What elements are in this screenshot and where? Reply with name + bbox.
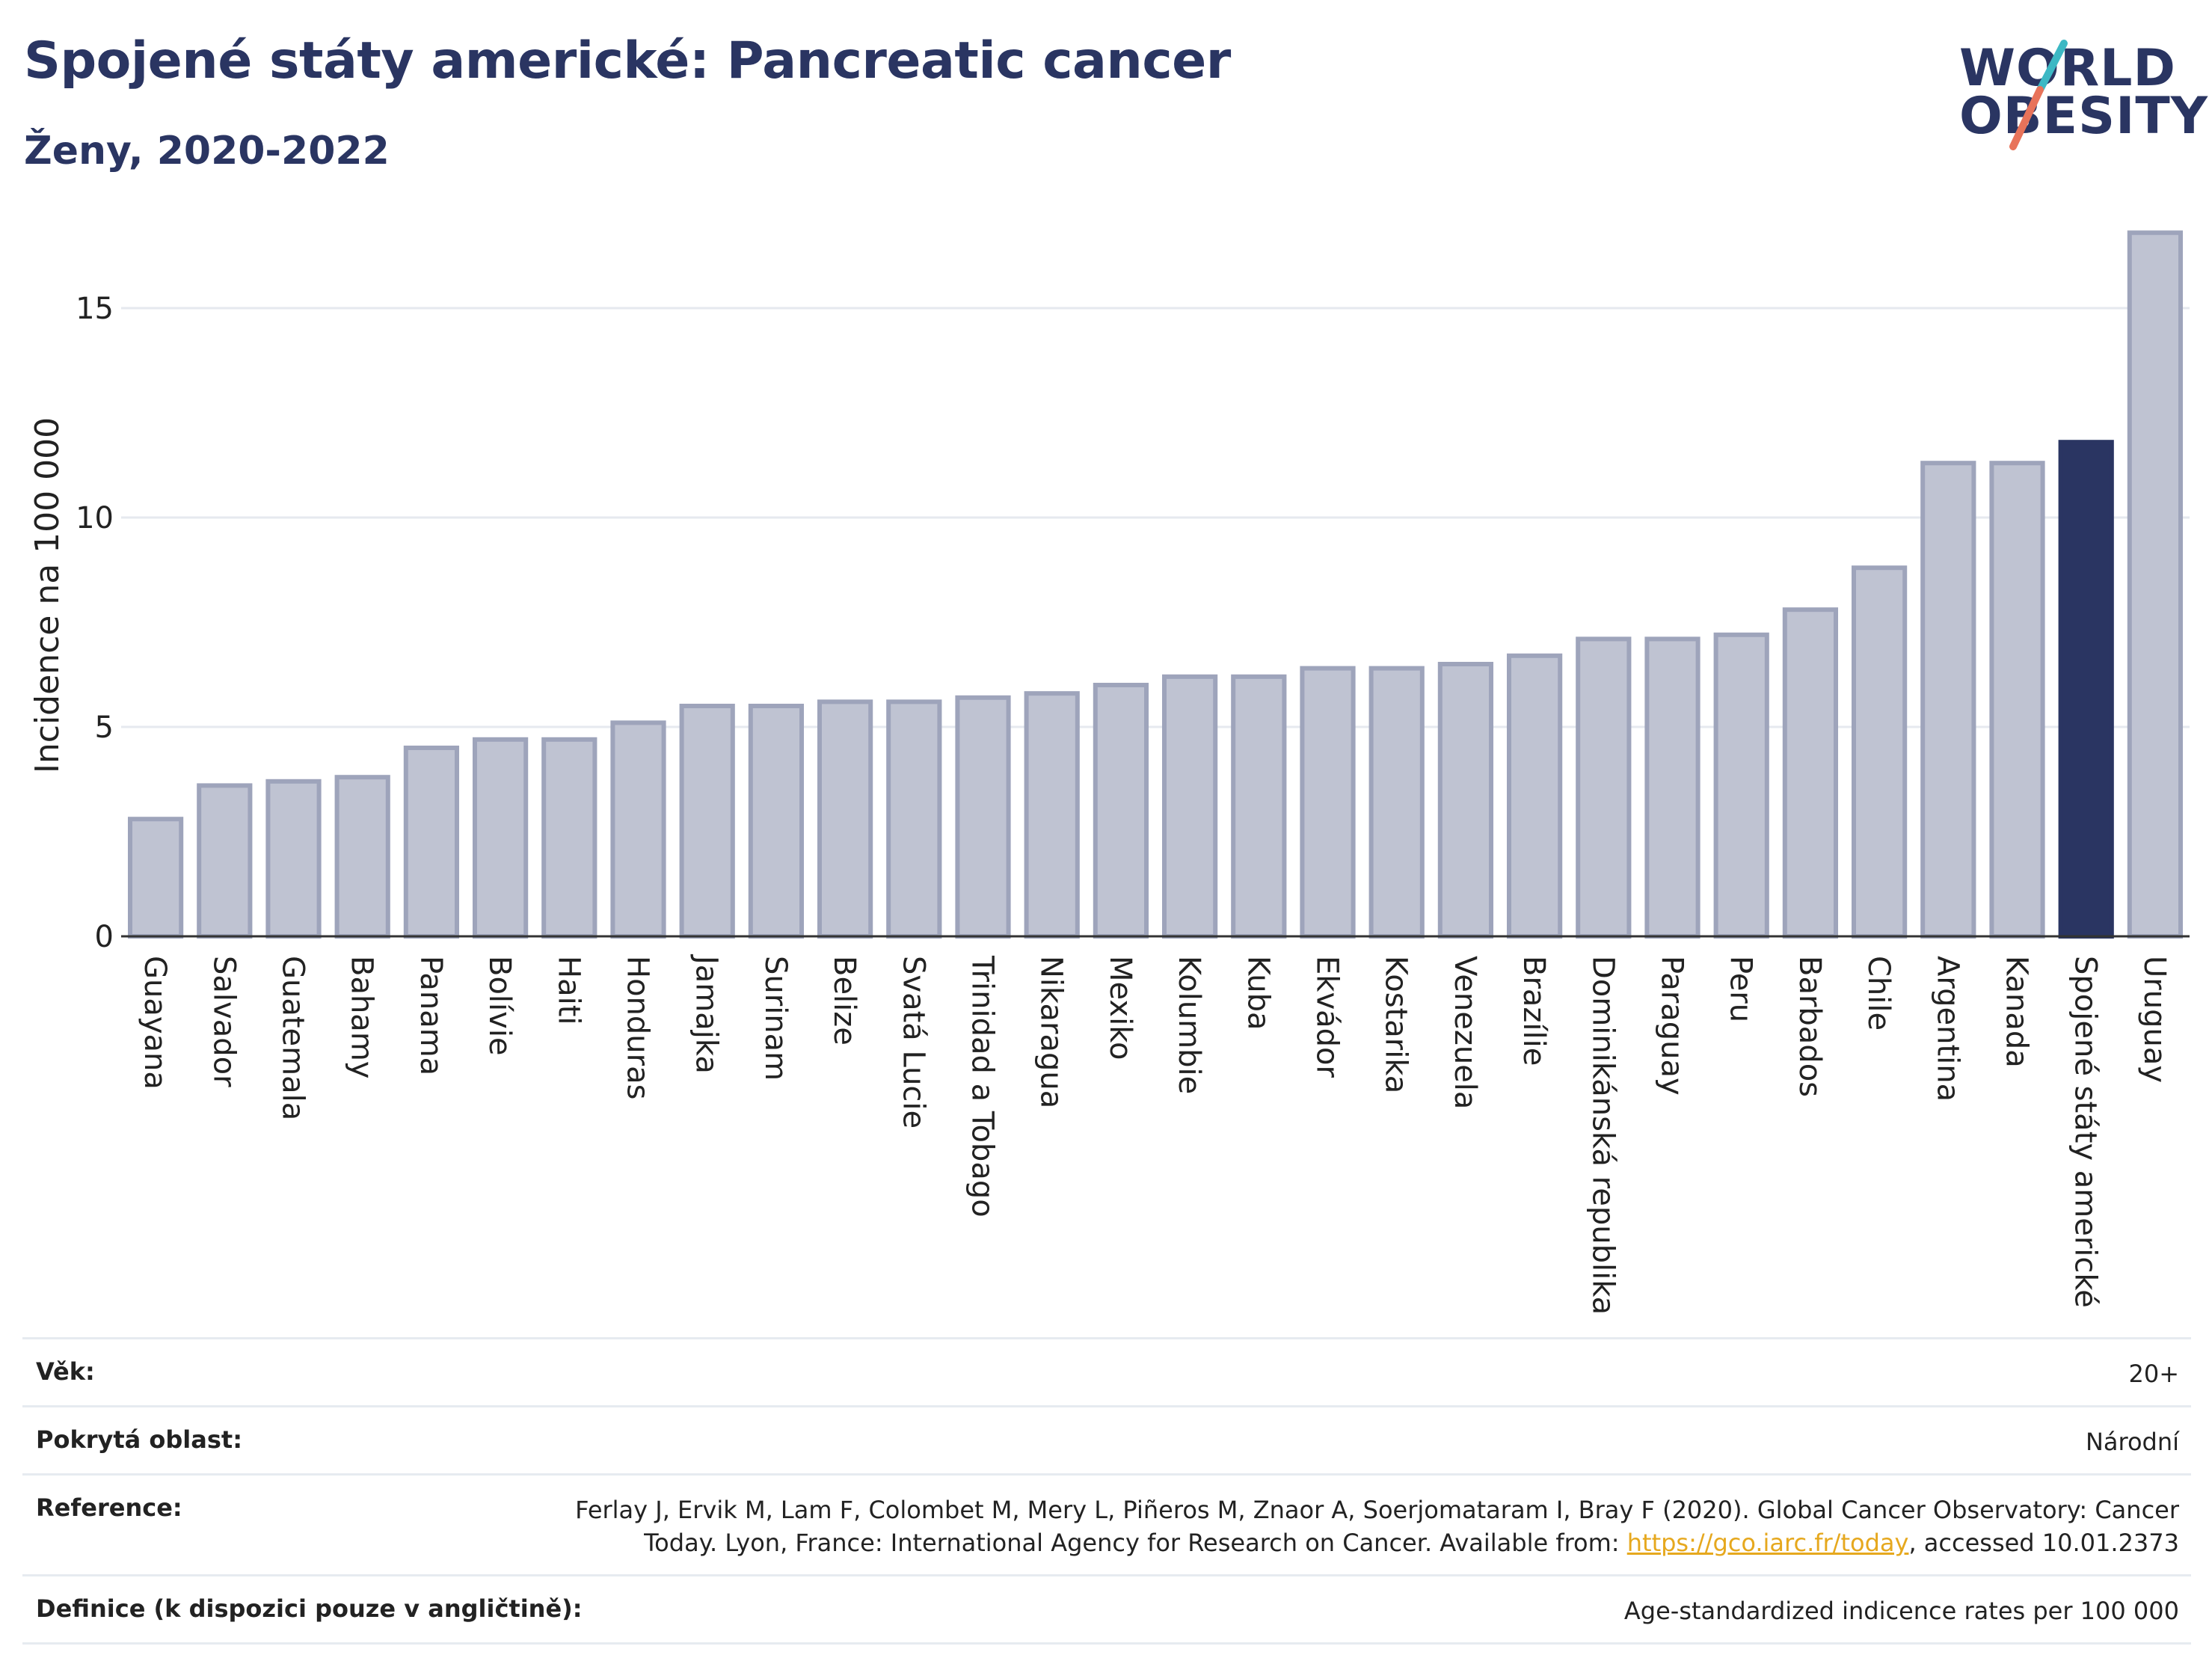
x-tick-label: Trinidad a Tobago	[965, 955, 1000, 1218]
logo-line2: OBESITY	[1959, 87, 2208, 146]
x-tick-label: Nikaragua	[1034, 956, 1069, 1108]
bar-chart: 0 5 10 15 Guayana Salvador Guatemala Bahamy Pan…	[28, 230, 2190, 1315]
bar[interactable]	[265, 779, 322, 939]
bar[interactable]	[472, 737, 529, 939]
bar[interactable]	[1024, 691, 1080, 939]
bars	[127, 230, 2184, 939]
bar[interactable]	[1989, 461, 2045, 939]
bar[interactable]	[1644, 636, 1701, 939]
bar[interactable]	[1231, 674, 1287, 939]
reference-text: Ferlay J, Ervik M, Lam F, Colombet M, Me…	[575, 1496, 2179, 1557]
x-tick-label: Kanada	[2000, 956, 2034, 1068]
x-tick-label: Jamajka	[689, 954, 724, 1074]
logo-line1: WORLD	[1959, 39, 2176, 98]
bar[interactable]	[1161, 674, 1218, 939]
y-axis-ticks: 0 5 10 15	[76, 292, 114, 954]
x-tick-label: Svatá Lucie	[896, 956, 930, 1129]
meta-label: Pokrytá oblast:	[36, 1425, 242, 1454]
meta-row-reference: Reference: Ferlay J, Ervik M, Lam F, Col…	[22, 1473, 2191, 1574]
x-tick-label: Argentina	[1930, 956, 1964, 1102]
bar[interactable]	[1300, 666, 1356, 939]
y-tick-label: 5	[95, 710, 114, 745]
x-tick-label: Paraguay	[1655, 956, 1689, 1096]
bar[interactable]	[1506, 653, 1563, 939]
bar[interactable]	[1093, 683, 1149, 939]
x-tick-label: Barbados	[1792, 956, 1827, 1097]
bar[interactable]	[886, 699, 942, 939]
world-obesity-logo[interactable]: WORLD OBESITY	[1952, 21, 2208, 163]
bar[interactable]	[955, 695, 1011, 939]
x-tick-label: Guatemala	[276, 956, 310, 1120]
x-tick-label: Peru	[1724, 956, 1758, 1022]
x-axis-ticks: Guayana Salvador Guatemala Bahamy Panama Bolí…	[138, 954, 2172, 1315]
bar[interactable]	[197, 783, 253, 939]
x-tick-label: Surinam	[758, 956, 793, 1081]
gridlines	[121, 307, 2190, 728]
meta-label: Reference:	[36, 1493, 182, 1522]
reference-accessed: , accessed 10.01.2373	[1908, 1529, 2179, 1557]
meta-value: Age-standardized indicence rates per 100…	[1623, 1597, 2179, 1625]
y-tick-label: 15	[76, 292, 114, 326]
bar[interactable]	[541, 737, 597, 939]
x-tick-label: Chile	[1861, 956, 1896, 1031]
y-tick-label: 0	[95, 920, 114, 954]
bar[interactable]	[1851, 565, 1908, 939]
x-tick-label: Kuba	[1241, 956, 1275, 1031]
x-tick-label: Panama	[414, 956, 448, 1075]
x-tick-label: Honduras	[621, 956, 655, 1099]
chart-subtitle: Ženy, 2020-2022	[24, 129, 390, 174]
meta-row-age: Věk: 20+	[22, 1337, 2191, 1405]
x-tick-label: Guayana	[138, 956, 172, 1090]
bar[interactable]	[127, 817, 184, 939]
bar[interactable]	[817, 699, 873, 939]
bar[interactable]	[403, 746, 460, 939]
x-tick-label: Haiti	[551, 956, 586, 1025]
bar[interactable]	[1782, 607, 1839, 939]
bar[interactable]	[1437, 662, 1494, 939]
x-tick-label: Spojené státy americké	[2068, 956, 2103, 1308]
x-tick-label: Venezuela	[1448, 956, 1482, 1109]
meta-value: Ferlay J, Ervik M, Lam F, Colombet M, Me…	[549, 1493, 2179, 1559]
bar[interactable]	[679, 704, 735, 939]
bar[interactable]	[2127, 230, 2184, 939]
x-tick-label: Dominikánská republika	[1585, 956, 1620, 1315]
metadata-table: Věk: 20+ Pokrytá oblast: Národní Referen…	[22, 1337, 2191, 1645]
x-tick-label: Brazílie	[1517, 956, 1551, 1066]
x-tick-label: Salvador	[206, 956, 241, 1087]
x-tick-label: Bahamy	[345, 956, 379, 1078]
bar-highlight[interactable]	[2058, 440, 2114, 939]
y-axis-label: Incidence na 100 000	[28, 417, 67, 773]
x-tick-label: Bolívie	[482, 956, 517, 1056]
bar[interactable]	[748, 704, 805, 939]
meta-value: Národní	[2085, 1428, 2179, 1456]
meta-value: 20+	[2128, 1360, 2179, 1388]
bar[interactable]	[334, 775, 390, 939]
x-tick-label: Kolumbie	[1172, 956, 1206, 1094]
bar[interactable]	[1713, 632, 1769, 939]
bar[interactable]	[1576, 636, 1632, 939]
chart-title: Spojené státy americké: Pancreatic cance…	[24, 31, 1231, 90]
x-tick-label: Ekvádor	[1310, 956, 1345, 1078]
meta-row-coverage: Pokrytá oblast: Národní	[22, 1405, 2191, 1473]
x-tick-label: Kostarika	[1379, 956, 1413, 1093]
reference-link[interactable]: https://gco.iarc.fr/today	[1626, 1529, 1909, 1557]
logo-slash-icon	[2009, 40, 2068, 150]
y-tick-label: 10	[76, 501, 114, 535]
x-tick-label: Uruguay	[2137, 956, 2172, 1083]
x-tick-label: Mexiko	[1103, 956, 1137, 1060]
meta-label: Definice (k dispozici pouze v angličtině…	[36, 1594, 583, 1623]
meta-label: Věk:	[36, 1357, 95, 1386]
bar[interactable]	[610, 720, 666, 939]
meta-row-definition: Definice (k dispozici pouze v angličtině…	[22, 1574, 2191, 1645]
bar[interactable]	[1368, 666, 1425, 939]
bar[interactable]	[1920, 461, 1976, 939]
x-tick-label: Belize	[827, 956, 861, 1045]
